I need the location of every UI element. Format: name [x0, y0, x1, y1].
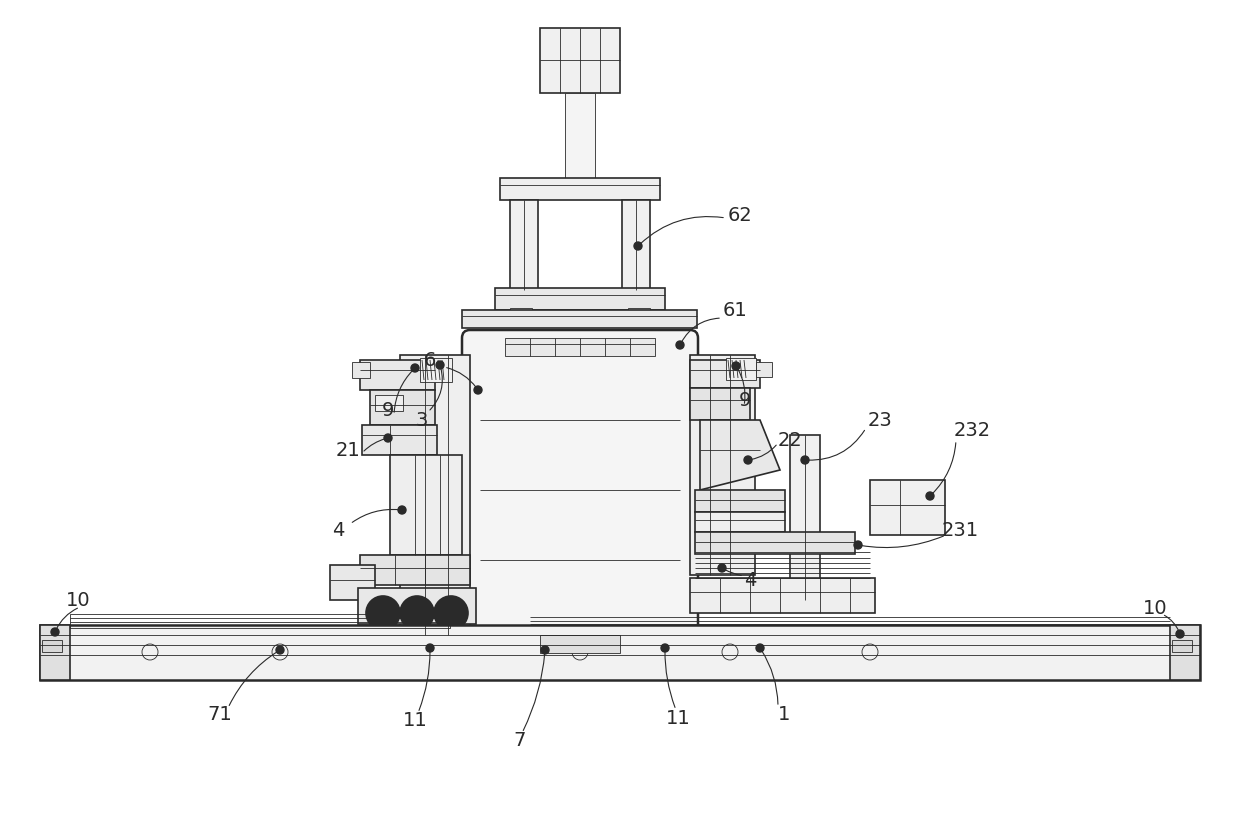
Circle shape [414, 610, 420, 616]
Bar [725, 358, 756, 380]
Bar [420, 358, 453, 382]
Text: 6: 6 [424, 350, 436, 369]
Bar [505, 338, 655, 356]
Circle shape [434, 596, 467, 630]
Circle shape [634, 242, 642, 250]
Bar [374, 395, 403, 411]
Circle shape [398, 506, 405, 514]
Bar [330, 565, 374, 600]
Text: 10: 10 [1143, 598, 1167, 618]
Text: 9: 9 [382, 400, 394, 420]
Text: 11: 11 [403, 711, 428, 729]
Bar [689, 355, 755, 575]
Circle shape [366, 596, 401, 630]
Circle shape [401, 596, 434, 630]
Circle shape [744, 456, 751, 464]
Bar [694, 512, 785, 532]
Bar [360, 555, 470, 585]
Circle shape [474, 386, 482, 394]
FancyBboxPatch shape [463, 330, 698, 638]
Text: 23: 23 [868, 411, 893, 430]
Circle shape [410, 364, 419, 372]
Circle shape [854, 541, 862, 549]
Text: 1: 1 [777, 706, 790, 725]
Circle shape [277, 646, 284, 654]
Bar [627, 308, 650, 322]
Circle shape [756, 644, 764, 652]
Text: 10: 10 [66, 591, 91, 610]
Circle shape [661, 644, 670, 652]
Bar [1171, 625, 1200, 680]
Bar [510, 200, 538, 290]
Circle shape [801, 456, 808, 464]
Bar [370, 390, 435, 425]
Text: 3: 3 [415, 411, 428, 430]
Circle shape [732, 362, 740, 370]
Circle shape [51, 628, 60, 636]
Circle shape [427, 644, 434, 652]
Bar [500, 178, 660, 200]
Bar [694, 532, 856, 554]
Bar [694, 490, 785, 512]
Circle shape [436, 361, 444, 369]
Bar [539, 635, 620, 653]
Bar [360, 360, 435, 390]
Text: 232: 232 [954, 421, 991, 439]
Text: 62: 62 [728, 205, 753, 224]
Bar [689, 388, 750, 420]
Bar [790, 435, 820, 600]
Text: 4: 4 [744, 570, 756, 589]
Bar [510, 308, 532, 322]
Circle shape [384, 434, 392, 442]
Text: 71: 71 [207, 706, 232, 725]
Bar [622, 200, 650, 290]
Circle shape [676, 341, 684, 349]
Bar [870, 480, 945, 535]
Circle shape [1176, 630, 1184, 638]
Polygon shape [701, 420, 780, 490]
Bar [362, 425, 436, 455]
Bar [401, 355, 470, 635]
Text: 22: 22 [777, 430, 802, 450]
Circle shape [926, 492, 934, 500]
Bar [565, 93, 595, 178]
Text: 21: 21 [336, 440, 361, 460]
Bar [689, 360, 760, 388]
Text: 7: 7 [513, 730, 526, 750]
Text: 4: 4 [332, 521, 345, 540]
Text: 61: 61 [723, 301, 748, 319]
Text: 11: 11 [666, 708, 691, 728]
Bar [539, 28, 620, 93]
Text: 231: 231 [941, 521, 978, 540]
Text: 9: 9 [739, 390, 751, 409]
Bar [40, 625, 1200, 680]
Bar [1172, 640, 1192, 652]
Bar [358, 588, 476, 624]
Circle shape [718, 564, 725, 572]
Bar [756, 362, 773, 377]
Circle shape [379, 610, 386, 616]
Circle shape [541, 646, 549, 654]
Bar [40, 625, 69, 680]
Circle shape [448, 610, 454, 616]
Bar [42, 640, 62, 652]
Bar [463, 310, 697, 328]
Bar [352, 362, 370, 378]
Bar [391, 455, 463, 555]
Bar [689, 578, 875, 613]
Bar [69, 614, 450, 628]
Bar [495, 288, 665, 310]
